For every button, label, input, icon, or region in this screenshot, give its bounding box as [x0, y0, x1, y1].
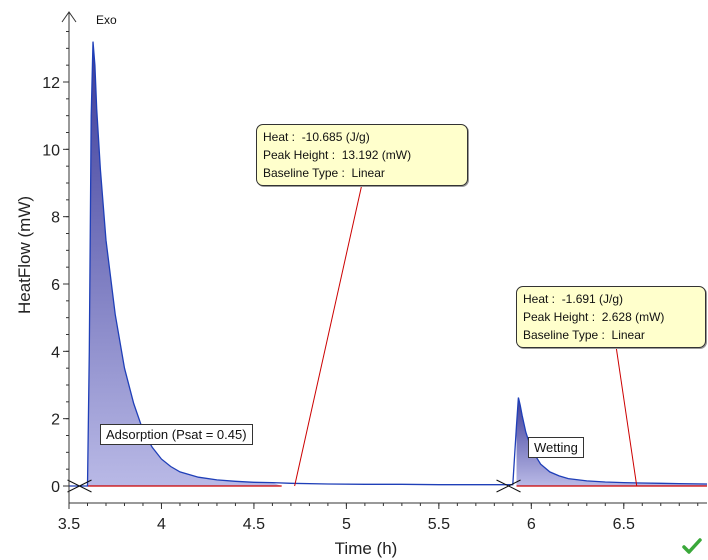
- y-tick-label: 8: [51, 210, 60, 227]
- callout-leader-1: [294, 183, 363, 487]
- y-tick-label: 2: [51, 412, 60, 429]
- integration-markers: [67, 479, 521, 493]
- y-tick-label: 12: [42, 75, 60, 92]
- x-axis-title: Time (h): [335, 539, 398, 558]
- y-axis-arrow-icon: [61, 11, 77, 23]
- heat-value: -10.685 (J/g): [301, 130, 370, 144]
- heat-value: -1.691 (J/g): [561, 292, 624, 306]
- heatflow-curve: [69, 41, 708, 487]
- integration-marker-2: [496, 479, 521, 493]
- x-tick-label: 6.5: [613, 516, 635, 533]
- callout-leaders: [294, 183, 638, 487]
- peak-height-value: 2.628 (mW): [601, 310, 665, 324]
- x-tick-label: 4: [157, 516, 166, 533]
- peak-label-wetting: Wetting: [528, 437, 584, 458]
- exo-label: Exo: [96, 13, 117, 27]
- integration-marker-1: [67, 479, 92, 493]
- peak-height-label: Peak Height :: [263, 148, 336, 162]
- checkmark-icon[interactable]: [681, 537, 703, 555]
- callout-heat-row: Heat : -1.691 (J/g): [523, 290, 699, 308]
- peak-area-1: [87, 41, 282, 486]
- callout-baseline-row: Baseline Type : Linear: [263, 164, 461, 182]
- callout-peak-row: Peak Height : 13.192 (mW): [263, 146, 461, 164]
- x-tick-label: 5.5: [428, 516, 450, 533]
- callout-wetting: Heat : -1.691 (J/g) Peak Height : 2.628 …: [516, 286, 706, 348]
- x-tick-label: 4.5: [243, 516, 265, 533]
- peak-areas: [87, 41, 707, 486]
- x-ticks: 3.5 4 4.5 5 5.5 6 6.5: [58, 503, 699, 533]
- y-tick-label: 0: [51, 479, 60, 496]
- baseline-value: Linear: [611, 328, 645, 342]
- heat-label: Heat :: [263, 130, 296, 144]
- peak-label-adsorption: Adsorption (Psat = 0.45): [100, 424, 253, 445]
- y-tick-label: 4: [51, 344, 60, 361]
- callout-adsorption: Heat : -10.685 (J/g) Peak Height : 13.19…: [256, 124, 468, 186]
- y-ticks: 0 2 4 6 8 10 12: [42, 31, 69, 496]
- x-tick-label: 6: [527, 516, 536, 533]
- heat-label: Heat :: [523, 292, 556, 306]
- y-tick-label: 10: [42, 142, 60, 159]
- x-tick-label: 3.5: [58, 516, 80, 533]
- y-axis-title: HeatFlow (mW): [15, 196, 34, 314]
- y-tick-label: 6: [51, 277, 60, 294]
- peak-height-value: 13.192 (mW): [341, 148, 412, 162]
- callout-peak-row: Peak Height : 2.628 (mW): [523, 308, 699, 326]
- callout-heat-row: Heat : -10.685 (J/g): [263, 128, 461, 146]
- baseline-label: Baseline Type :: [523, 328, 605, 342]
- callout-baseline-row: Baseline Type : Linear: [523, 326, 699, 344]
- baseline-value: Linear: [351, 166, 385, 180]
- peak-area-2: [516, 397, 707, 486]
- callout-leader-2: [615, 345, 638, 487]
- peak-height-label: Peak Height :: [523, 310, 596, 324]
- baseline-label: Baseline Type :: [263, 166, 345, 180]
- x-tick-label: 5: [342, 516, 351, 533]
